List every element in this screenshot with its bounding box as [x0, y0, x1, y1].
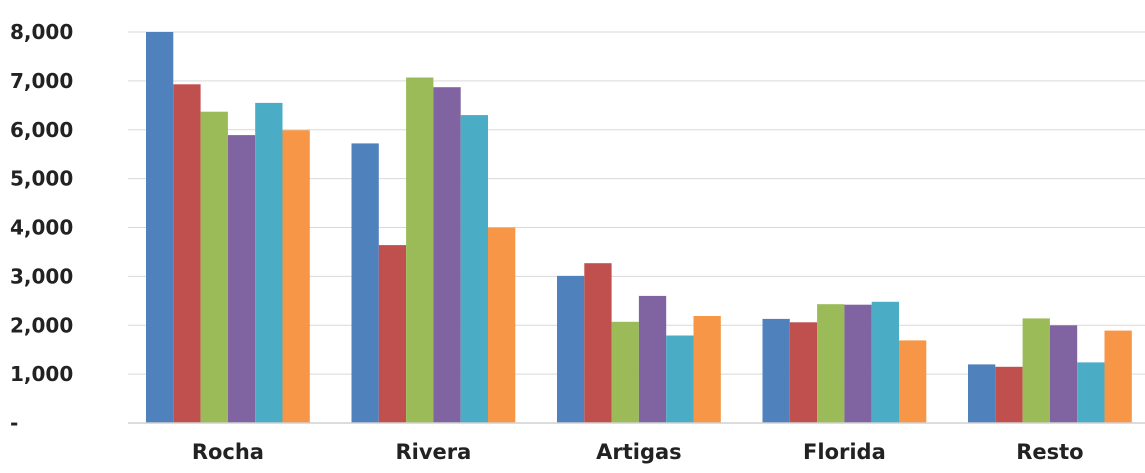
bar — [433, 87, 461, 423]
bar — [817, 304, 845, 423]
bar — [282, 130, 310, 423]
x-category-label: Rocha — [192, 440, 264, 464]
bar — [844, 304, 872, 423]
y-tick-label: - — [10, 411, 18, 435]
bar — [1077, 362, 1105, 423]
x-category-label: Rivera — [395, 440, 471, 464]
x-axis-category-labels: Rocha Rivera Artigas Florida Resto — [192, 440, 1084, 464]
x-category-label: Artigas — [596, 440, 682, 464]
y-tick-label: 2,000 — [10, 313, 73, 337]
y-tick-label: 4,000 — [10, 216, 73, 240]
bar — [255, 102, 283, 424]
bar — [557, 275, 585, 423]
bar — [406, 77, 434, 423]
bar — [789, 322, 818, 423]
bar — [666, 335, 694, 423]
bar — [200, 111, 228, 423]
bar — [351, 143, 379, 423]
bar — [871, 301, 899, 423]
y-tick-label: 3,000 — [10, 264, 73, 288]
bar — [173, 84, 201, 424]
y-axis-tick-labels: - 1,000 2,000 3,000 4,000 5,000 6,000 7,000 8,00… — [10, 20, 73, 435]
bar — [899, 340, 927, 423]
y-tick-label: 8,000 — [10, 20, 73, 44]
y-tick-label: 1,000 — [10, 362, 73, 386]
bar — [146, 32, 174, 423]
bar — [488, 227, 516, 423]
bar — [693, 316, 721, 423]
bar — [460, 115, 488, 423]
bar — [968, 364, 996, 423]
bars — [146, 32, 1132, 424]
y-tick-label: 7,000 — [10, 69, 73, 93]
x-category-label: Resto — [1016, 440, 1083, 464]
y-tick-label: 5,000 — [10, 167, 73, 191]
bar — [1049, 325, 1078, 424]
bar — [1104, 330, 1132, 423]
bar — [638, 295, 667, 423]
bar — [227, 135, 256, 423]
bar — [1022, 318, 1050, 423]
bar — [762, 318, 790, 423]
x-category-label: Florida — [803, 440, 886, 464]
y-tick-label: 6,000 — [10, 118, 73, 142]
bar — [995, 366, 1023, 423]
bar — [584, 263, 612, 423]
bar — [611, 321, 639, 423]
bar — [378, 245, 407, 423]
